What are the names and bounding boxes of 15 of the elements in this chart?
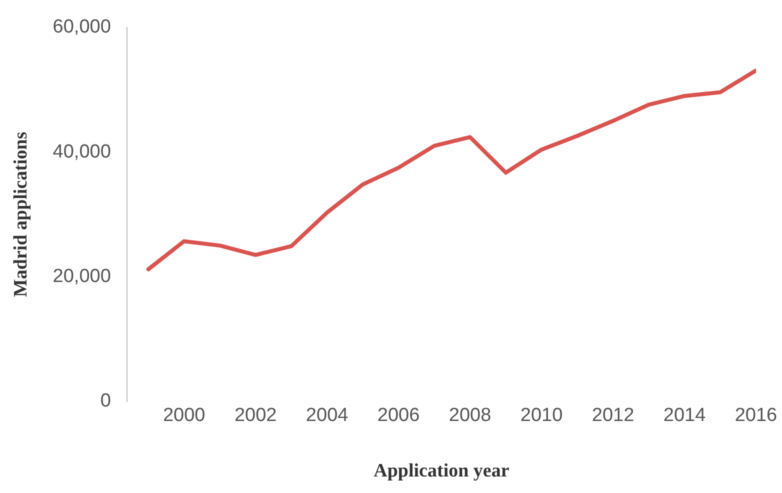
x-tick-label: 2006	[377, 405, 420, 426]
x-axis-title: Application year	[374, 460, 510, 482]
x-tick-label: 2014	[663, 405, 706, 426]
x-tick-label: 2004	[306, 405, 349, 426]
x-tick-label: 2002	[234, 405, 277, 426]
y-tick-label: 40,000	[52, 141, 111, 162]
x-tick-label: 2008	[448, 405, 492, 426]
y-tick-label: 20,000	[52, 266, 111, 287]
x-tick-label: 2000	[162, 405, 206, 426]
y-axis-title: Madrid applications	[10, 132, 32, 298]
y-tick-label: 60,000	[52, 16, 111, 38]
y-tick-label: 0	[100, 390, 111, 412]
x-tick-label: 2012	[592, 405, 634, 426]
x-tick-label: 2010	[520, 405, 563, 426]
x-tick-label: 2016	[734, 405, 778, 426]
